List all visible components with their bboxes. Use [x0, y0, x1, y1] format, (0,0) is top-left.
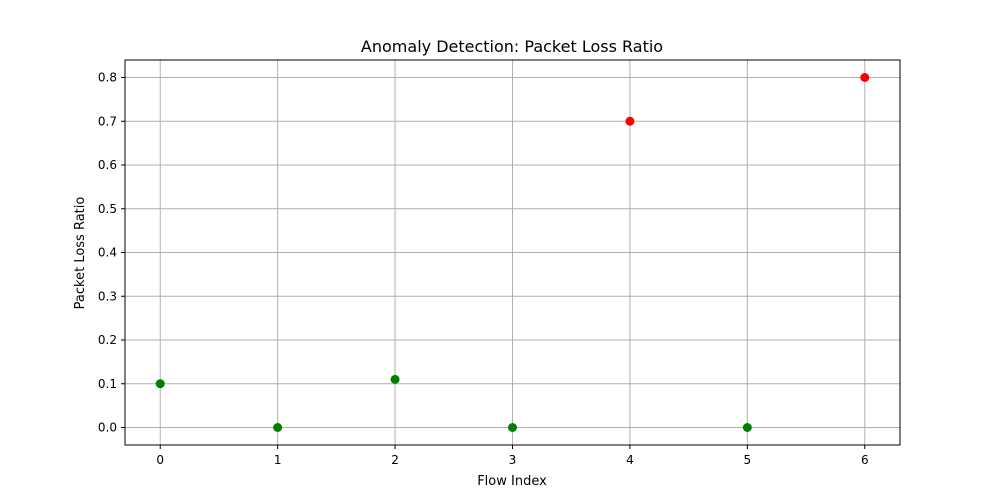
- x-tick-label: 1: [274, 453, 282, 467]
- x-tick-label: 4: [626, 453, 634, 467]
- y-tick-label: 0.4: [98, 246, 117, 260]
- chart-title: Anomaly Detection: Packet Loss Ratio: [361, 37, 663, 56]
- x-tick-label: 6: [861, 453, 869, 467]
- y-tick-label: 0.2: [98, 333, 117, 347]
- y-tick-label: 0.6: [98, 158, 117, 172]
- y-tick-label: 0.5: [98, 202, 117, 216]
- y-tick-label: 0.1: [98, 377, 117, 391]
- normal-point: [390, 374, 400, 384]
- data-points: [155, 73, 870, 432]
- grid-lines: [125, 60, 900, 445]
- y-tick-label: 0.3: [98, 289, 117, 303]
- y-tick-label: 0.7: [98, 114, 117, 128]
- x-tick-label: 0: [156, 453, 164, 467]
- anomaly-point: [860, 73, 870, 82]
- normal-point: [273, 423, 283, 432]
- x-tick-label: 2: [391, 453, 399, 467]
- normal-point: [155, 379, 165, 389]
- anomaly-point: [625, 116, 635, 126]
- x-tick-label: 5: [744, 453, 752, 467]
- y-tick-label: 0.0: [98, 421, 117, 435]
- y-tick-label: 0.8: [98, 71, 117, 85]
- y-axis-label: Packet Loss Ratio: [73, 197, 88, 310]
- normal-point: [508, 423, 517, 432]
- x-axis-label: Flow Index: [477, 474, 547, 489]
- x-tick-label: 3: [509, 453, 517, 467]
- normal-point: [742, 423, 752, 432]
- axis-ticks: 0 1 2 3 4 5 6 0.0 0.1 0.2 0.3 0.4 0.5 0.6 0.7 0.8: [98, 71, 869, 468]
